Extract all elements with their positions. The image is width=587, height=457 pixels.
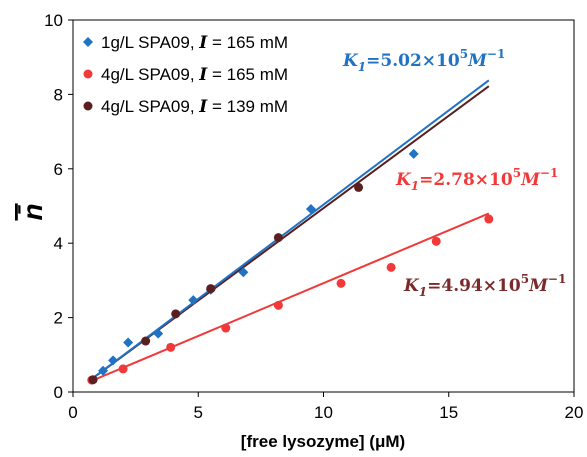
data-point-diamond <box>123 337 134 348</box>
legend: 1g/L SPA09, I = 165 mM 4g/L SPA09, I = 16… <box>83 33 288 117</box>
data-point-circle <box>171 309 181 319</box>
data-point-circle <box>431 236 441 246</box>
legend-marker-circle <box>83 101 93 111</box>
fit-line <box>91 212 490 382</box>
data-point-circle <box>206 284 216 294</box>
data-point-diamond <box>408 148 419 159</box>
data-point-circle <box>273 233 283 243</box>
data-point-circle <box>118 364 128 374</box>
data-point-circle <box>141 336 151 346</box>
y-tick-label: 2 <box>54 309 63 328</box>
data-points <box>87 148 494 385</box>
y-axis-ticks: 0 2 4 6 8 10 <box>44 11 73 402</box>
k1-annotation: K1=5.02×105M−1 <box>342 47 505 74</box>
x-tick-label: 0 <box>68 403 77 422</box>
data-point-circle <box>336 278 346 288</box>
data-point-circle <box>88 375 98 385</box>
data-point-circle <box>354 182 364 192</box>
legend-marker-diamond <box>83 37 93 47</box>
k1-annotation: K1=4.94×105M−1 <box>403 272 566 299</box>
x-axis-title: [free lysozyme] (μM) <box>241 432 405 451</box>
data-point-diamond <box>108 355 119 366</box>
y-tick-label: 8 <box>54 85 63 104</box>
y-axis-title: n̄ <box>17 203 48 220</box>
x-tick-label: 5 <box>194 403 203 422</box>
legend-label: 4g/L SPA09, I = 139 mM <box>101 97 288 117</box>
data-point-diamond <box>188 295 199 306</box>
k1-annotation: K1=2.78×105M−1 <box>395 166 558 193</box>
y-tick-label: 0 <box>54 383 63 402</box>
annotations: K1=5.02×105M−1 K1=2.78×105M−1 K1=4.94×105M… <box>342 47 566 299</box>
y-tick-label: 6 <box>54 160 63 179</box>
data-point-diamond <box>305 203 316 214</box>
data-point-circle <box>273 300 283 310</box>
data-point-diamond <box>238 267 249 278</box>
data-point-circle <box>484 214 494 224</box>
y-tick-label: 4 <box>54 234 63 253</box>
data-point-diamond <box>98 365 109 376</box>
data-point-circle <box>166 342 176 352</box>
x-axis-ticks: 0 5 10 15 20 <box>68 392 583 422</box>
data-point-circle <box>221 323 231 333</box>
legend-label: 1g/L SPA09, I = 165 mM <box>101 33 288 53</box>
legend-marker-circle <box>83 69 93 79</box>
y-tick-label: 10 <box>44 11 63 30</box>
x-tick-label: 15 <box>439 403 458 422</box>
x-tick-label: 20 <box>565 403 584 422</box>
x-tick-label: 10 <box>314 403 333 422</box>
data-point-circle <box>386 262 396 272</box>
legend-label: 4g/L SPA09, I = 165 mM <box>101 65 288 85</box>
data-point-diamond <box>153 328 164 339</box>
